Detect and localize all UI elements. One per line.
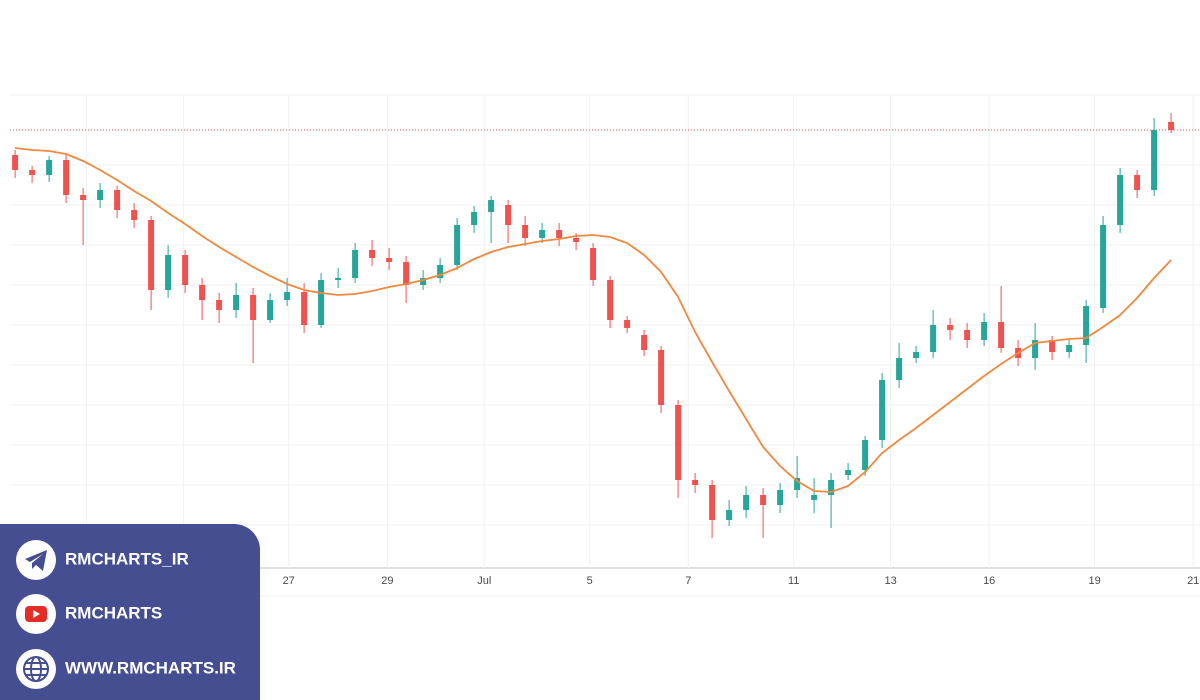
candle-body	[182, 255, 189, 285]
x-tick-label: 5	[587, 575, 593, 587]
candle-body	[97, 190, 104, 200]
candle-body	[369, 250, 376, 258]
candle-body	[556, 230, 563, 238]
candle-body	[998, 322, 1005, 348]
candle-body	[318, 280, 325, 325]
badge-text: RMCHARTS_IR	[65, 549, 189, 568]
candle-body	[1117, 175, 1124, 225]
candle-body	[811, 495, 818, 500]
candle-body	[352, 250, 359, 278]
candle-body	[709, 485, 716, 520]
candle-body	[29, 170, 36, 175]
web-glyph	[23, 656, 49, 682]
candle-body	[148, 220, 155, 290]
candle-body	[403, 262, 410, 285]
candle-body	[1151, 130, 1158, 190]
candle-body	[539, 230, 546, 238]
candle-body	[624, 320, 631, 328]
badge-text: WWW.RMCHARTS.IR	[65, 658, 236, 677]
candle-body	[420, 278, 427, 285]
candle-body	[267, 300, 274, 320]
candle-body	[250, 295, 257, 320]
candle-body	[199, 285, 206, 300]
candle-body	[114, 190, 121, 210]
candle-body	[692, 480, 699, 485]
candle-body	[879, 380, 886, 440]
candle-body	[335, 278, 342, 280]
candle-body	[1066, 345, 1073, 352]
candle-body	[46, 160, 53, 175]
candle-body	[777, 490, 784, 505]
candle-body	[590, 248, 597, 280]
candle-body	[743, 495, 750, 510]
candle-body	[1168, 122, 1175, 130]
telegram-glyph	[25, 550, 47, 571]
candle-body	[165, 255, 172, 290]
candle-body	[573, 238, 580, 242]
candle-body	[1083, 306, 1090, 345]
candle-body	[284, 292, 291, 300]
candle-body	[437, 265, 444, 278]
candle-body	[12, 155, 19, 170]
candle-body	[930, 325, 937, 352]
candle-body	[63, 160, 70, 195]
badge-text: RMCHARTS	[65, 603, 162, 622]
candle-body	[913, 352, 920, 358]
badge: RMCHARTS_IR RMCHARTS WWW.RMCHARTS.IR	[0, 524, 260, 700]
h-grid	[10, 94, 1200, 526]
badge-art: RMCHARTS_IR RMCHARTS WWW.RMCHARTS.IR	[16, 540, 236, 689]
candle-body	[522, 225, 529, 238]
candle-body	[386, 258, 393, 262]
candle-body	[1134, 175, 1141, 190]
candle-body	[471, 212, 478, 225]
candle-body	[131, 210, 138, 220]
candle-body	[658, 350, 665, 405]
candle-body	[845, 470, 852, 475]
candle-body	[794, 478, 801, 490]
youtube-play	[33, 610, 40, 618]
candle-body	[675, 405, 682, 480]
candle-body	[896, 358, 903, 380]
candle-body	[828, 480, 835, 495]
x-tick-label: Jul	[477, 575, 491, 587]
candle-body	[488, 200, 495, 212]
x-tick-label: 13	[884, 575, 896, 587]
candle-body	[1100, 225, 1107, 308]
candle-body	[454, 225, 461, 265]
candle-body	[726, 510, 733, 520]
moving-average	[14, 147, 1172, 493]
x-tick-label: 16	[983, 575, 995, 587]
candle-body	[233, 295, 240, 310]
candle-body	[641, 335, 648, 350]
x-tick-label: 29	[381, 575, 393, 587]
candle-body	[981, 322, 988, 340]
candle-body	[216, 300, 223, 310]
candle-body	[1032, 340, 1039, 358]
candle-body	[80, 195, 87, 200]
x-tick-label: 7	[685, 575, 691, 587]
x-tick-label: 27	[283, 575, 295, 587]
candle-body	[301, 292, 308, 325]
candle-body	[862, 440, 869, 470]
x-tick-label: 11	[788, 575, 799, 587]
candle-body	[1049, 340, 1056, 352]
x-tick-label: 21	[1187, 575, 1199, 587]
candle-body	[947, 325, 954, 330]
x-tick-label: 19	[1088, 575, 1100, 587]
candle-body	[505, 205, 512, 225]
candle-body	[964, 330, 971, 340]
candle-body	[607, 280, 614, 320]
candle-body	[760, 495, 767, 505]
